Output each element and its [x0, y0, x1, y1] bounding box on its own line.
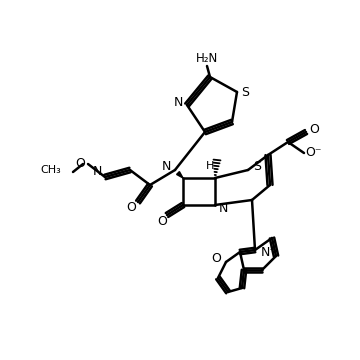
- Text: O: O: [211, 252, 221, 266]
- Text: CH₃: CH₃: [40, 165, 61, 175]
- Text: N: N: [218, 202, 228, 215]
- Text: H: H: [206, 161, 214, 171]
- Text: N⁺: N⁺: [261, 247, 277, 260]
- Text: O⁻: O⁻: [306, 145, 322, 158]
- Text: N: N: [173, 95, 183, 108]
- Text: O: O: [126, 201, 136, 213]
- Text: N: N: [92, 165, 102, 177]
- Text: O: O: [157, 215, 167, 228]
- Text: S: S: [241, 86, 249, 99]
- Text: O: O: [75, 157, 85, 170]
- Text: S: S: [253, 159, 261, 172]
- Polygon shape: [177, 172, 183, 178]
- Text: H₂N: H₂N: [196, 51, 218, 64]
- Text: O: O: [309, 122, 319, 135]
- Text: N: N: [161, 159, 171, 172]
